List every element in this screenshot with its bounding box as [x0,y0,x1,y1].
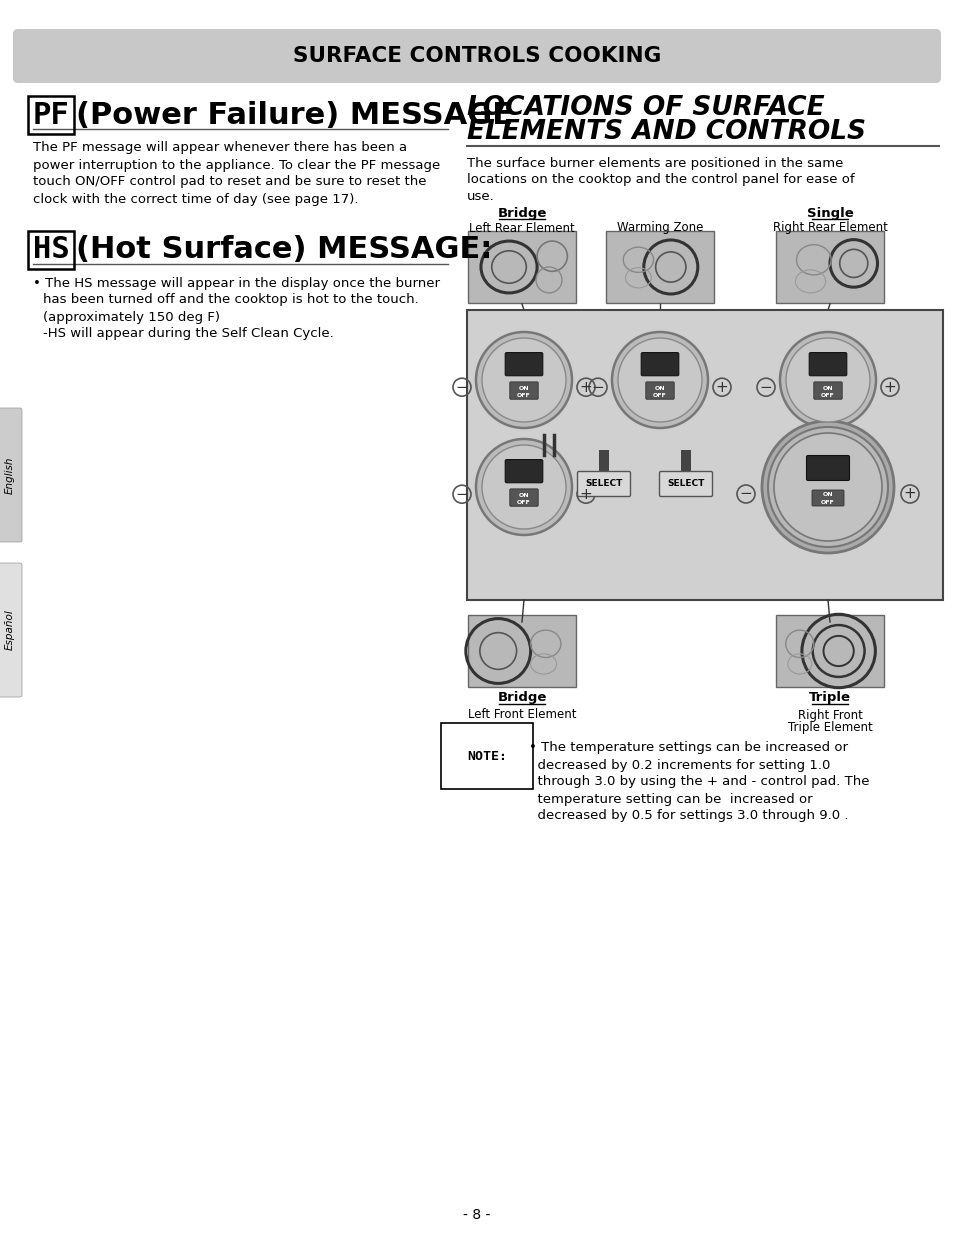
Circle shape [481,445,565,529]
FancyBboxPatch shape [0,408,22,542]
Text: (Power Failure) MESSAGE: (Power Failure) MESSAGE [76,100,513,130]
Text: +: + [882,380,896,395]
FancyBboxPatch shape [505,460,542,482]
Bar [775,231,883,303]
FancyBboxPatch shape [805,455,848,480]
Text: ON: ON [518,494,529,499]
Text: −: − [591,380,604,395]
Text: SELECT: SELECT [666,480,704,489]
Text: has been turned off and the cooktop is hot to the touch.: has been turned off and the cooktop is h… [43,293,418,307]
FancyBboxPatch shape [640,353,679,376]
FancyBboxPatch shape [509,382,537,400]
Text: ELEMENTS AND CONTROLS: ELEMENTS AND CONTROLS [467,119,865,145]
Text: The PF message will appear whenever there has been a: The PF message will appear whenever ther… [33,141,407,155]
FancyBboxPatch shape [0,563,22,696]
Circle shape [618,338,701,422]
Text: • The HS message will appear in the display once the burner: • The HS message will appear in the disp… [33,277,439,289]
Bar [680,450,690,473]
Text: +: + [902,486,916,501]
Text: Triple: Triple [808,691,850,705]
Text: −: − [759,380,772,395]
Text: Left Rear Element: Left Rear Element [469,221,575,235]
Bar [605,231,713,303]
Text: SELECT: SELECT [585,480,622,489]
FancyBboxPatch shape [577,471,630,496]
Text: Triple Element: Triple Element [787,721,871,735]
Text: LOCATIONS OF SURFACE: LOCATIONS OF SURFACE [467,95,823,121]
Text: • The temperature settings can be increased or: • The temperature settings can be increa… [529,741,847,755]
Text: Right Rear Element: Right Rear Element [772,221,886,235]
Text: Bridge: Bridge [497,691,546,705]
Text: clock with the correct time of day (see page 17).: clock with the correct time of day (see … [33,193,358,205]
Text: +: + [579,486,592,502]
Text: +: + [715,380,727,395]
Text: ON: ON [654,386,664,391]
Text: temperature setting can be  increased or: temperature setting can be increased or [529,793,812,805]
Text: -HS will appear during the Self Clean Cycle.: -HS will appear during the Self Clean Cy… [43,328,334,340]
Circle shape [476,439,572,534]
Text: (approximately 150 deg F): (approximately 150 deg F) [43,310,220,324]
Text: English: English [5,456,15,494]
Bar [468,615,576,687]
Text: use.: use. [467,190,495,204]
FancyBboxPatch shape [509,489,537,506]
Text: OFF: OFF [821,393,834,398]
Text: decreased by 0.2 increments for setting 1.0: decreased by 0.2 increments for setting … [529,758,829,772]
Text: OFF: OFF [517,500,530,505]
FancyBboxPatch shape [645,382,674,400]
Text: decreased by 0.5 for settings 3.0 through 9.0 .: decreased by 0.5 for settings 3.0 throug… [529,809,847,823]
Text: Warming Zone: Warming Zone [617,221,702,235]
Text: The surface burner elements are positioned in the same: The surface burner elements are position… [467,157,842,169]
Text: −: − [456,486,468,502]
Text: touch ON/OFF control pad to reset and be sure to reset the: touch ON/OFF control pad to reset and be… [33,176,426,188]
Circle shape [773,433,882,541]
Circle shape [767,427,887,547]
Circle shape [761,421,893,553]
Text: (Hot Surface) MESSAGE:: (Hot Surface) MESSAGE: [76,235,492,265]
Circle shape [481,338,565,422]
Circle shape [785,338,869,422]
Text: - 8 -: - 8 - [463,1209,490,1222]
Bar [775,615,883,687]
Text: ON: ON [518,386,529,391]
Bar [468,231,576,303]
Text: NOTE:: NOTE: [467,750,506,762]
Text: −: − [739,486,752,501]
FancyBboxPatch shape [13,28,940,83]
Text: locations on the cooktop and the control panel for ease of: locations on the cooktop and the control… [467,173,854,187]
Text: ON: ON [821,386,832,391]
Bar [467,310,942,600]
Text: OFF: OFF [517,393,530,398]
Text: −: − [456,380,468,395]
Circle shape [780,332,875,428]
FancyBboxPatch shape [808,353,846,376]
Circle shape [476,332,572,428]
Text: Español: Español [5,610,15,651]
FancyBboxPatch shape [505,353,542,376]
Circle shape [612,332,707,428]
FancyBboxPatch shape [811,490,843,506]
Text: OFF: OFF [821,501,834,506]
Text: Single: Single [806,207,853,219]
Text: Bridge: Bridge [497,207,546,219]
FancyBboxPatch shape [813,382,841,400]
FancyBboxPatch shape [659,471,712,496]
Text: Left Front Element: Left Front Element [467,709,576,721]
Text: HS: HS [33,235,70,265]
Text: through 3.0 by using the + and - control pad. The: through 3.0 by using the + and - control… [529,776,868,788]
Text: SURFACE CONTROLS COOKING: SURFACE CONTROLS COOKING [293,46,660,66]
Text: OFF: OFF [653,393,666,398]
Text: Right Front: Right Front [797,709,862,721]
Text: ON: ON [821,492,832,497]
Text: power interruption to the appliance. To clear the PF message: power interruption to the appliance. To … [33,158,439,172]
Text: +: + [579,380,592,395]
Text: PF: PF [33,100,70,130]
Bar [598,450,608,473]
